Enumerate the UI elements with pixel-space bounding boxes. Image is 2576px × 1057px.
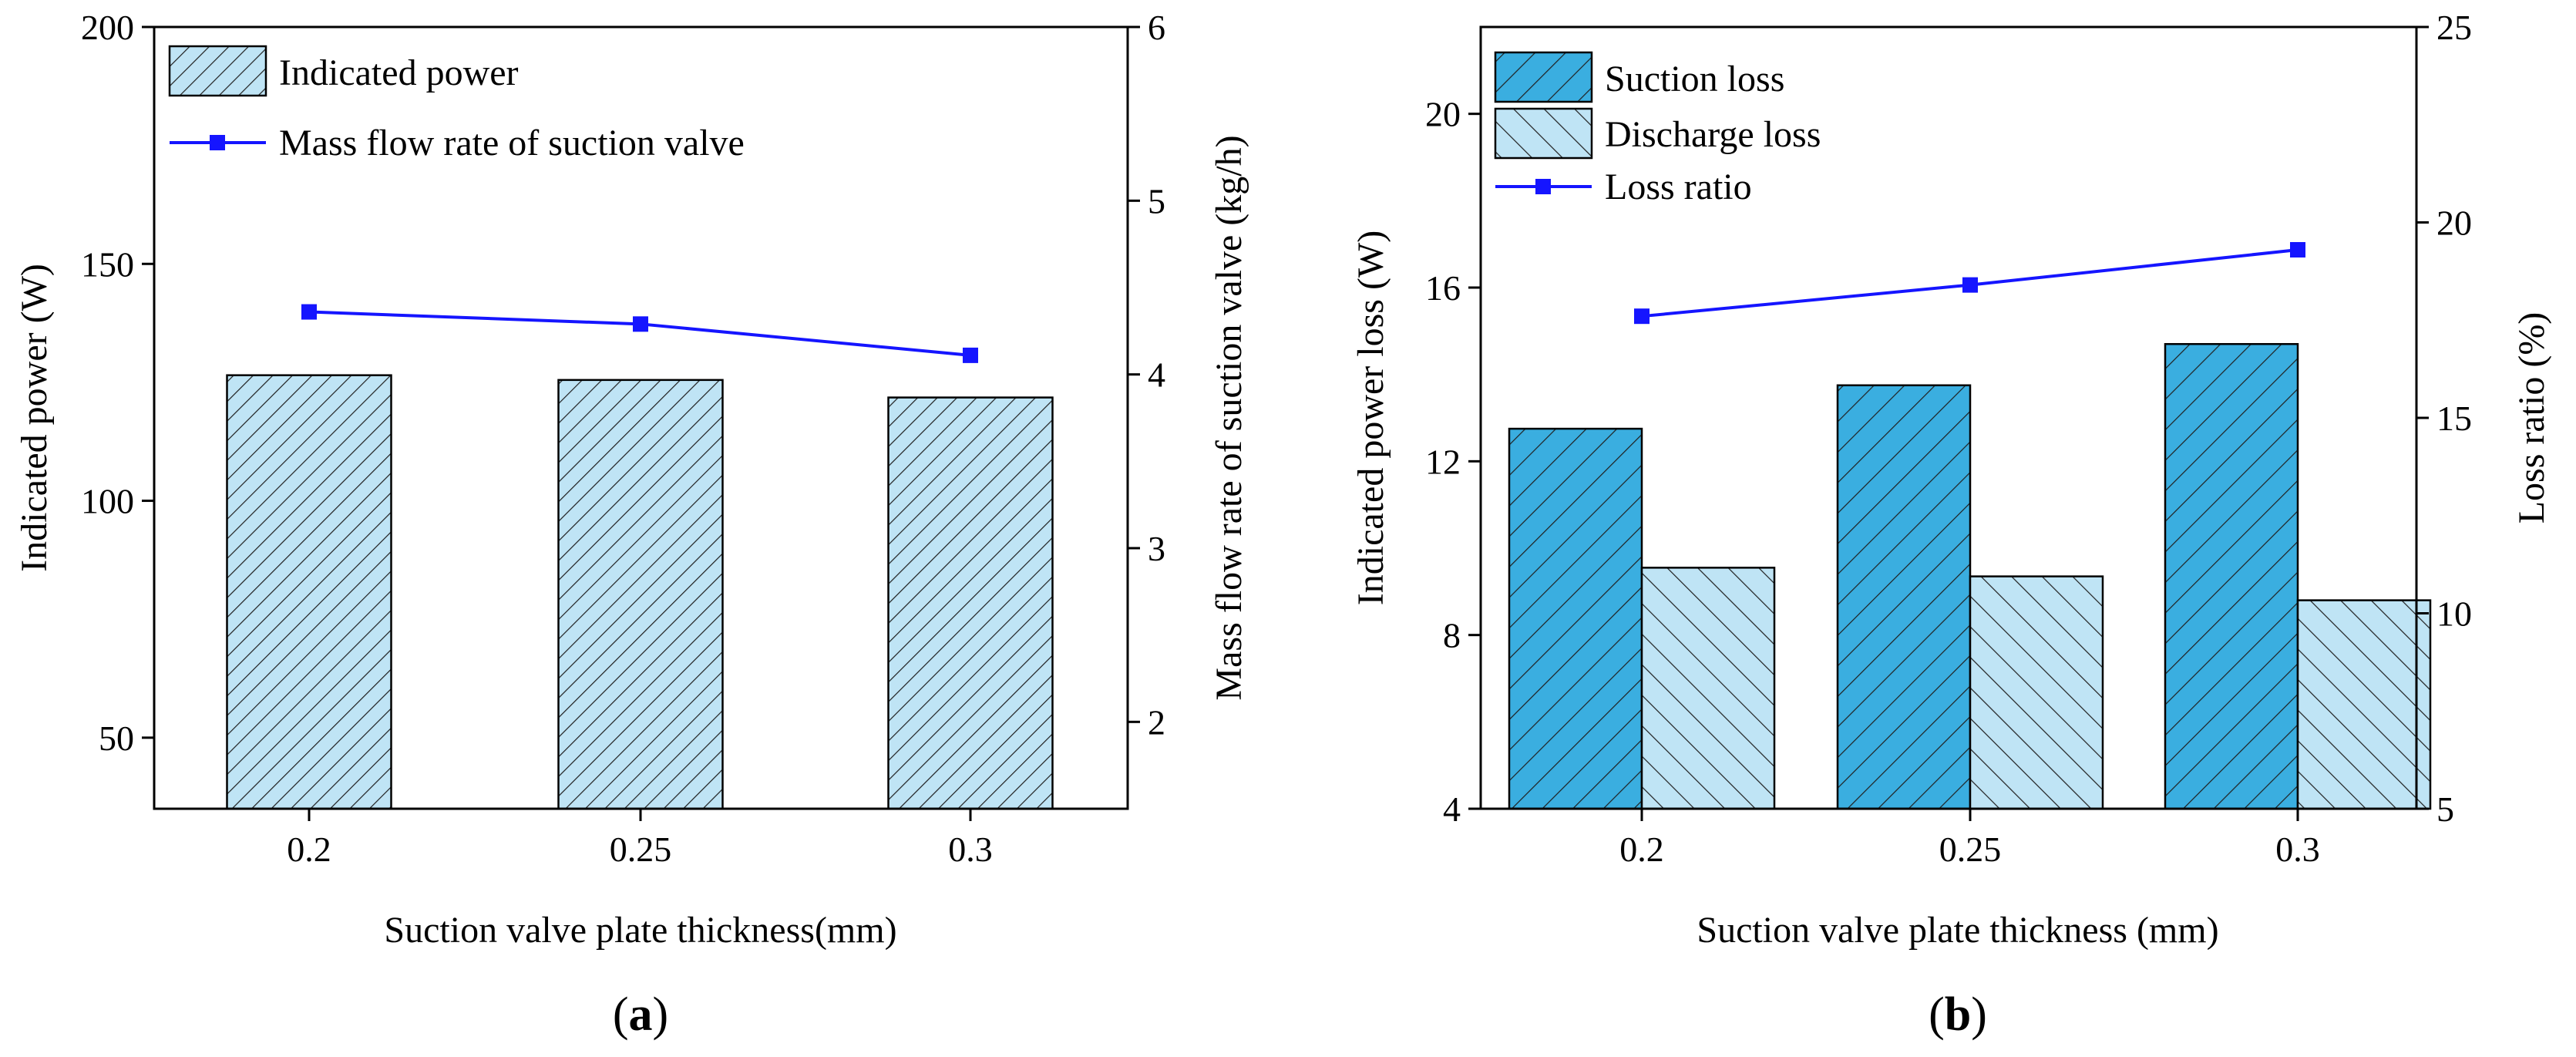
y-right-tick-label-4: 4	[1148, 355, 1165, 395]
y-axis-right-label-a: Mass flow rate of suction valve (kg/h)	[1209, 135, 1249, 700]
y-tick-label-8: 8	[1443, 616, 1461, 655]
y-right-tick-label-3: 3	[1148, 529, 1165, 568]
y-axis-left-b: 4 8 12 16 20	[1425, 95, 1481, 829]
bar-group-indicated-power	[226, 374, 1054, 810]
y-tick-label-150: 150	[81, 244, 134, 284]
y-right-tick-label-15: 15	[2436, 399, 2472, 438]
y-tick-label-200: 200	[81, 8, 134, 47]
bar-discharge-loss-0-25	[1969, 575, 2104, 810]
panel-label-b: (b)	[1929, 988, 1987, 1041]
point-loss-ratio-0-3	[2290, 241, 2305, 258]
y-right-tick-label-10: 10	[2436, 594, 2472, 634]
bar-discharge-loss-0-2	[1640, 567, 1776, 810]
point-mass-flow-rate-of-suction-valve-0-2	[301, 304, 317, 320]
panel-label-a-close: )	[653, 988, 669, 1041]
bar-indicated-power-0-2	[226, 374, 392, 810]
x-axis-a: 0.2 0.25 0.3	[287, 809, 993, 869]
y-right-tick-label-25: 25	[2436, 8, 2472, 47]
bar-suction-loss-0-3	[2164, 342, 2299, 810]
bar-discharge-loss-0-3	[2296, 599, 2432, 810]
y-right-tick-label-20: 20	[2436, 204, 2472, 243]
y-tick-label-50: 50	[99, 719, 134, 758]
x-tick-label-0-25: 0.25	[610, 830, 672, 869]
y-axis-right-a: 2 3 4 5 6	[1128, 8, 1165, 742]
bar-indicated-power-0-25	[557, 379, 724, 810]
y-tick-label-4: 4	[1443, 789, 1461, 829]
panel-label-a: (a)	[613, 988, 668, 1041]
panel-label-a-open: (	[613, 988, 629, 1041]
chart-panel-b: 4 8 12 16 20 5 10 15 20 25 0.2 0.25 0.3 Indicated …	[1350, 8, 2552, 1041]
y-tick-label-12: 12	[1425, 442, 1461, 481]
y-right-tick-label-6: 6	[1148, 8, 1165, 47]
x-axis-label-a: Suction valve plate thickness(mm)	[384, 910, 896, 951]
x-tick-label-0-25: 0.25	[1939, 830, 2002, 869]
y-axis-label-b: Indicated power loss (W)	[1350, 231, 1391, 606]
y-axis-right-b: 5 10 15 20 25	[2416, 8, 2472, 829]
bar-indicated-power-0-3	[887, 396, 1054, 810]
y-right-tick-label-2: 2	[1148, 702, 1165, 742]
legend-label-indicated-power: Indicated power	[279, 52, 519, 93]
bar-group-losses	[1508, 342, 2432, 810]
y-right-tick-label-5: 5	[1148, 181, 1165, 220]
legend-swatch-indicated-power	[168, 45, 267, 97]
panel-label-b-open: (	[1929, 988, 1945, 1041]
legend-label-loss-ratio: Loss ratio	[1605, 167, 1752, 207]
chart-panel-a: 50 100 150 200 2 3 4 5 6 0.2 0.25 0.3 Indicated p…	[14, 8, 1249, 1041]
y-axis-left-a: 50 100 150 200	[81, 8, 154, 758]
y-right-tick-label-5: 5	[2436, 789, 2454, 829]
y-axis-label-a: Indicated power (W)	[14, 264, 55, 572]
legend-label-discharge-loss: Discharge loss	[1605, 114, 1821, 155]
point-loss-ratio-0-2	[1634, 308, 1650, 325]
point-mass-flow-rate-of-suction-valve-0-3	[963, 347, 978, 363]
y-tick-label-16: 16	[1425, 268, 1461, 308]
y-tick-label-100: 100	[81, 482, 134, 521]
legend-label-suction-loss: Suction loss	[1605, 59, 1784, 99]
point-loss-ratio-0-25	[1962, 277, 1978, 293]
x-tick-label-0-2: 0.2	[1619, 830, 1664, 869]
panel-label-b-close: )	[1971, 988, 1987, 1041]
x-axis-b: 0.2 0.25 0.3	[1619, 809, 2320, 869]
legend-swatch-suction-loss	[1494, 51, 1593, 103]
x-tick-label-0-2: 0.2	[287, 830, 331, 869]
bar-suction-loss-0-2	[1508, 427, 1643, 810]
legend-marker-mass-flow	[210, 135, 225, 150]
legend-label-mass-flow: Mass flow rate of suction valve	[279, 123, 745, 163]
line-series-loss-ratio	[1634, 241, 2305, 325]
legend-a: Indicated power Mass flow rate of suctio…	[168, 45, 745, 163]
panel-label-a-letter: a	[629, 988, 653, 1041]
x-axis-label-b: Suction valve plate thickness (mm)	[1697, 910, 2218, 951]
y-axis-right-label-b: Loss ratio (%)	[2511, 312, 2552, 524]
bar-suction-loss-0-25	[1836, 384, 1972, 810]
line-series-mass-flow	[301, 304, 978, 363]
x-tick-label-0-3: 0.3	[948, 830, 993, 869]
point-mass-flow-rate-of-suction-valve-0-25	[633, 316, 648, 332]
legend-swatch-discharge-loss	[1494, 107, 1593, 160]
legend-marker-loss-ratio	[1535, 179, 1551, 194]
legend-b: Suction loss Discharge loss Loss ratio	[1494, 51, 1821, 207]
panel-label-b-letter: b	[1945, 988, 1971, 1041]
x-tick-label-0-3: 0.3	[2275, 830, 2320, 869]
y-tick-label-20: 20	[1425, 95, 1461, 134]
